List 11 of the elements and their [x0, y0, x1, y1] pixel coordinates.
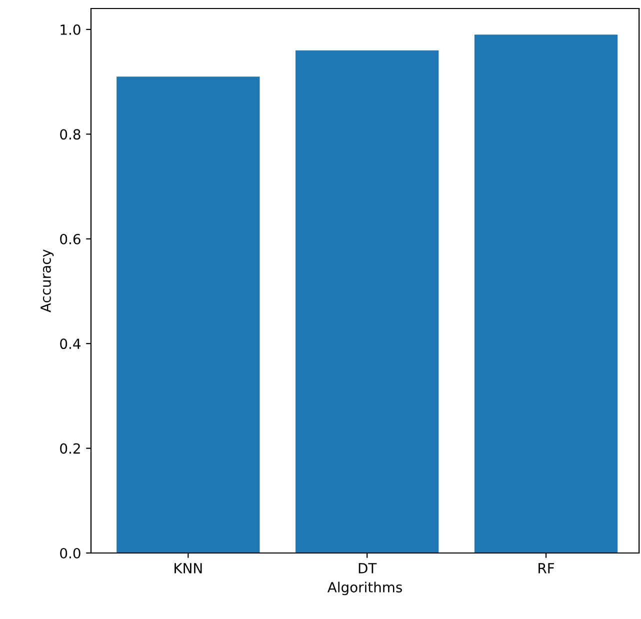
- y-tick-label: 0.2: [60, 443, 80, 454]
- y-tick-label: 0.0: [60, 548, 80, 558]
- y-tick-label: 0.4: [60, 338, 80, 350]
- y-tick-label: 0.6: [60, 234, 80, 244]
- y-tick-label: 1.0: [60, 24, 80, 35]
- x-tick-label: DT: [358, 563, 377, 574]
- x-tick-label: RF: [538, 563, 554, 574]
- x-axis-title: Algorithms: [328, 582, 402, 596]
- x-tick-label: KNN: [174, 563, 202, 574]
- y-axis-title: Accuracy: [40, 249, 54, 312]
- y-tick-label: 0.8: [60, 129, 80, 140]
